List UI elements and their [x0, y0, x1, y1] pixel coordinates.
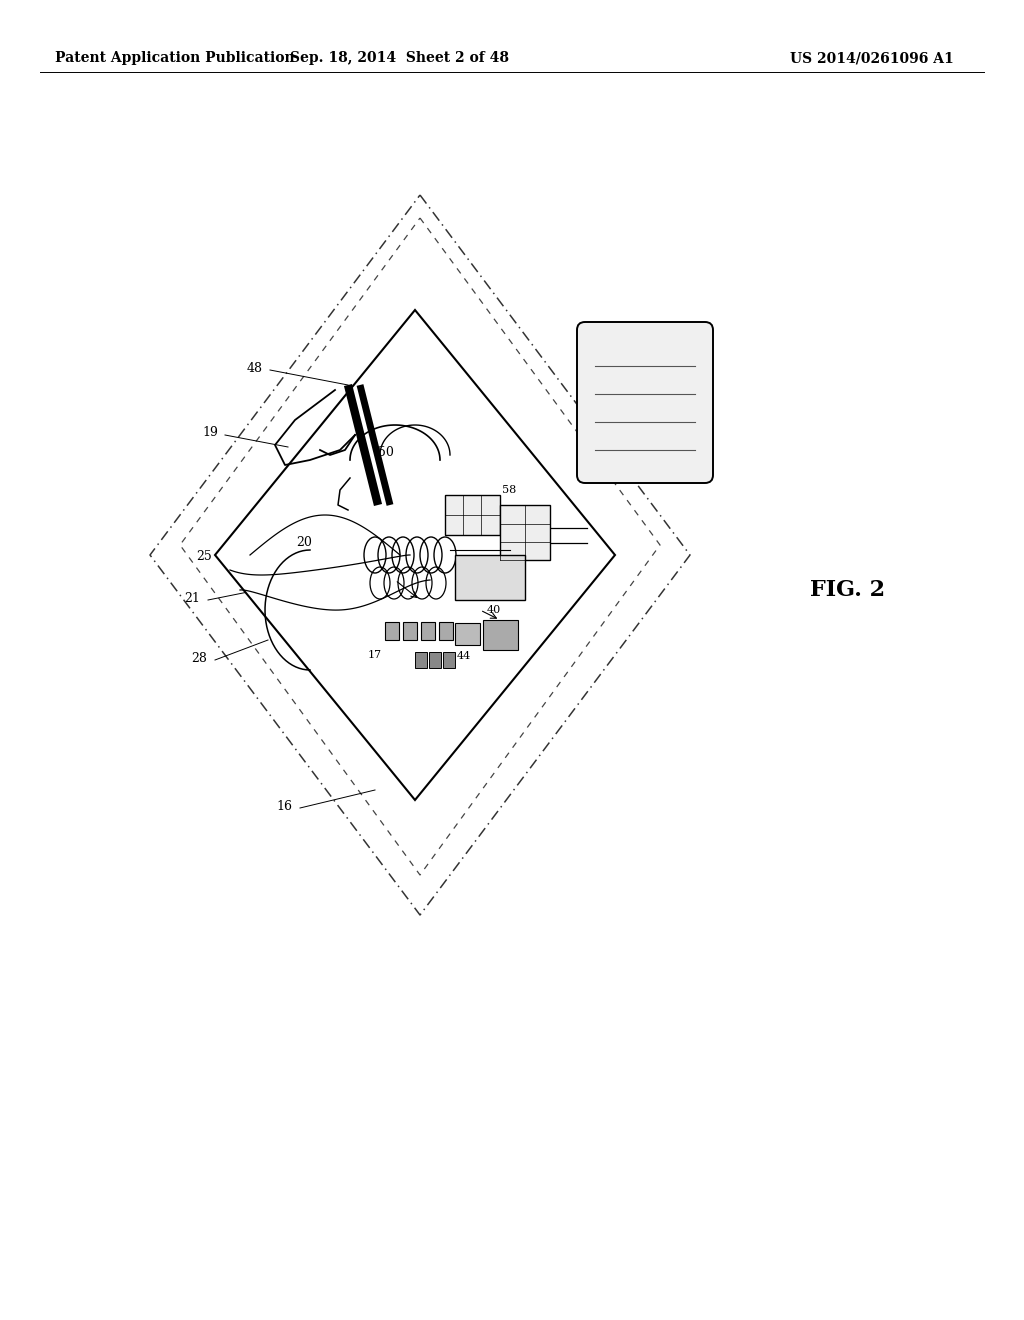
Text: 50: 50	[378, 446, 394, 458]
Bar	[385, 622, 399, 640]
Bar	[445, 495, 500, 535]
Text: 40: 40	[487, 605, 502, 615]
Text: 20: 20	[296, 536, 312, 549]
Text: 19: 19	[202, 426, 218, 440]
Text: 28: 28	[191, 652, 207, 664]
Bar	[415, 652, 427, 668]
Text: FIG. 2: FIG. 2	[810, 579, 885, 601]
Bar	[455, 623, 480, 645]
Text: Patent Application Publication: Patent Application Publication	[55, 51, 295, 65]
Text: 16: 16	[276, 800, 292, 813]
Text: 17: 17	[368, 649, 382, 660]
Bar	[443, 652, 455, 668]
Bar	[429, 652, 441, 668]
Text: Sep. 18, 2014  Sheet 2 of 48: Sep. 18, 2014 Sheet 2 of 48	[291, 51, 510, 65]
Polygon shape	[215, 310, 615, 800]
Text: 55: 55	[505, 537, 519, 546]
Text: 48: 48	[247, 362, 263, 375]
Text: US 2014/0261096 A1: US 2014/0261096 A1	[790, 51, 953, 65]
Text: 21: 21	[184, 591, 200, 605]
Bar	[403, 622, 417, 640]
Text: 42: 42	[462, 593, 476, 603]
Bar	[500, 506, 550, 560]
Bar	[483, 620, 518, 649]
Bar	[455, 554, 525, 601]
Text: 58: 58	[502, 484, 516, 495]
Text: 25: 25	[197, 549, 212, 562]
Text: 44: 44	[457, 651, 471, 661]
Text: 17: 17	[498, 593, 512, 603]
Bar	[421, 622, 435, 640]
Bar	[439, 622, 453, 640]
FancyBboxPatch shape	[577, 322, 713, 483]
